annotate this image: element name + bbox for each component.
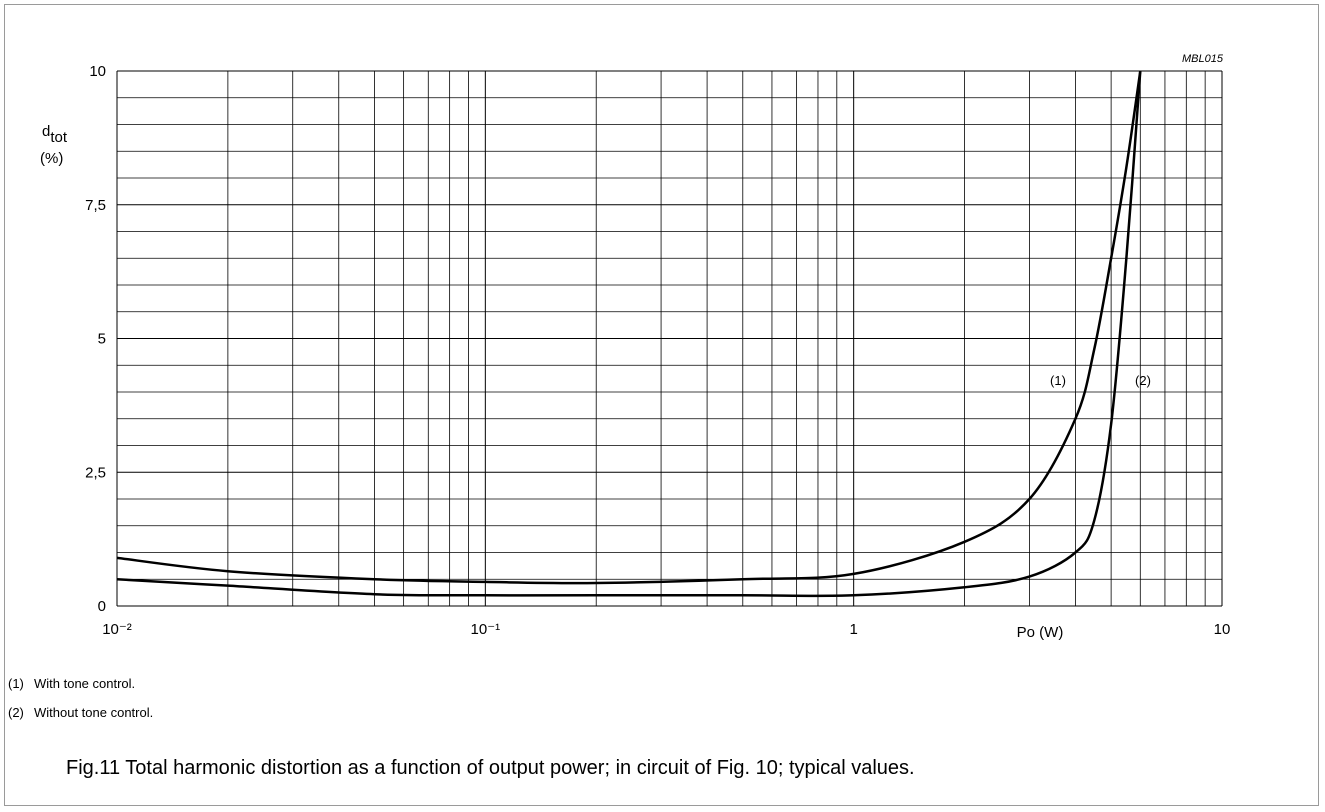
series-label: (1) — [1050, 373, 1066, 388]
note: (2) Without tone control. — [8, 705, 153, 720]
note-marker: (2) — [8, 705, 24, 720]
x-tick-label: 10 — [1214, 621, 1231, 638]
y-tick-label: 0 — [98, 598, 106, 615]
y-label-symbol: d — [42, 123, 50, 140]
note: (1) With tone control. — [8, 676, 135, 691]
y-tick-label: 2,5 — [85, 464, 106, 481]
x-tick-label: 10⁻¹ — [471, 621, 501, 638]
line-series — [116, 70, 1142, 585]
y-tick-label: 10 — [89, 63, 106, 80]
caption: Fig.11 Total harmonic distortion as a fu… — [66, 757, 915, 779]
x-tick-label: 1 — [849, 621, 857, 638]
note-text: Without tone control. — [34, 705, 154, 720]
y-tick-label: 5 — [98, 331, 106, 348]
y-label-subscript: tot — [50, 129, 68, 146]
series-label: (2) — [1135, 373, 1151, 388]
frame — [4, 4, 1319, 806]
figure-code: MBL015 — [1182, 53, 1224, 65]
note-text: With tone control. — [34, 676, 136, 691]
y-axis-unit: (%) — [40, 150, 63, 167]
x-axis-label: Po (W) — [1017, 624, 1064, 641]
line-series — [116, 70, 1142, 598]
y-axis-label: dtot — [42, 123, 68, 146]
y-tick-label: 7,5 — [85, 197, 106, 214]
x-tick-label: 10⁻² — [102, 621, 132, 638]
note-marker: (1) — [8, 676, 24, 691]
